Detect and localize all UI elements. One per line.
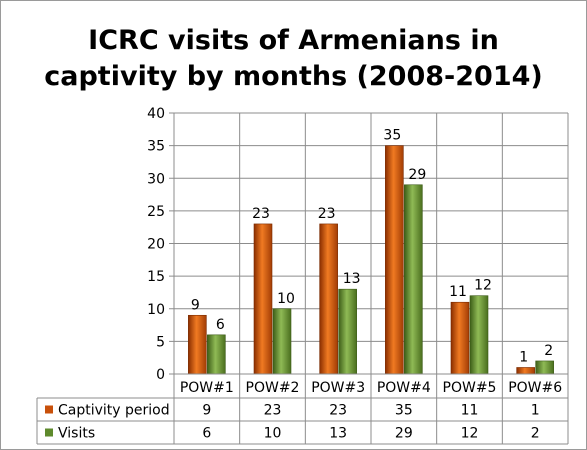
data-label: 2 [544, 343, 553, 359]
bar-captivity-period [188, 314, 207, 375]
y-tick-label: 0 [156, 367, 165, 383]
bar-visits [338, 288, 357, 375]
chart-title: ICRC visits of Armenians in captivity by… [44, 25, 543, 92]
x-tick-label: POW#5 [443, 380, 497, 396]
legend-label-captivity-period: Captivity period [58, 403, 170, 419]
y-tick-label: 20 [147, 237, 165, 253]
data-label: 23 [252, 206, 270, 222]
table-cell: 29 [395, 426, 413, 442]
table-cell: 11 [461, 403, 479, 419]
bar-captivity-period [319, 223, 338, 375]
bar-captivity-period [516, 367, 535, 375]
x-tick-label: POW#1 [180, 380, 234, 396]
table-cell: 2 [531, 426, 540, 442]
table-cell: 23 [264, 403, 282, 419]
bar-captivity-period [450, 301, 470, 375]
data-label: 13 [343, 271, 361, 287]
bar-captivity-period [253, 223, 273, 375]
legend-key-captivity-period [45, 405, 53, 414]
y-tick-label: 5 [156, 334, 165, 350]
data-label: 29 [408, 167, 426, 183]
bar-visits [272, 308, 292, 375]
table-cell: 23 [329, 403, 347, 419]
data-label: 6 [216, 317, 225, 333]
y-tick-label: 30 [147, 171, 165, 187]
table-cell: 35 [395, 403, 413, 419]
y-tick-label: 15 [147, 269, 165, 285]
bar-visits [535, 360, 554, 375]
data-label: 23 [318, 206, 336, 222]
data-label: 10 [277, 291, 295, 307]
bar-visits [404, 184, 423, 375]
x-tick-label: POW#6 [508, 380, 562, 396]
y-tick-label: 10 [147, 302, 165, 318]
table-cell: 9 [202, 403, 211, 419]
bar-captivity-period [385, 145, 404, 375]
legend-key-visits [45, 428, 53, 437]
data-label: 11 [449, 284, 467, 300]
x-tick-label: POW#2 [246, 380, 300, 396]
table-cell: 12 [461, 426, 479, 442]
data-label: 9 [191, 297, 200, 313]
table-cell: 10 [264, 426, 282, 442]
y-tick-label: 35 [147, 139, 165, 155]
table-cell: 6 [202, 426, 211, 442]
table-cell: 13 [329, 426, 347, 442]
legend-label-visits: Visits [58, 426, 95, 442]
y-tick-label: 25 [147, 204, 165, 220]
data-label: 12 [474, 278, 492, 294]
bar-visits [207, 334, 226, 375]
y-tick-label: 40 [147, 106, 165, 122]
x-tick-label: POW#4 [377, 380, 431, 396]
x-tick-label: POW#3 [311, 380, 365, 396]
data-label: 35 [383, 128, 401, 144]
bar-visits [469, 295, 489, 375]
table-cell: 1 [531, 403, 540, 419]
data-label: 1 [519, 349, 528, 365]
